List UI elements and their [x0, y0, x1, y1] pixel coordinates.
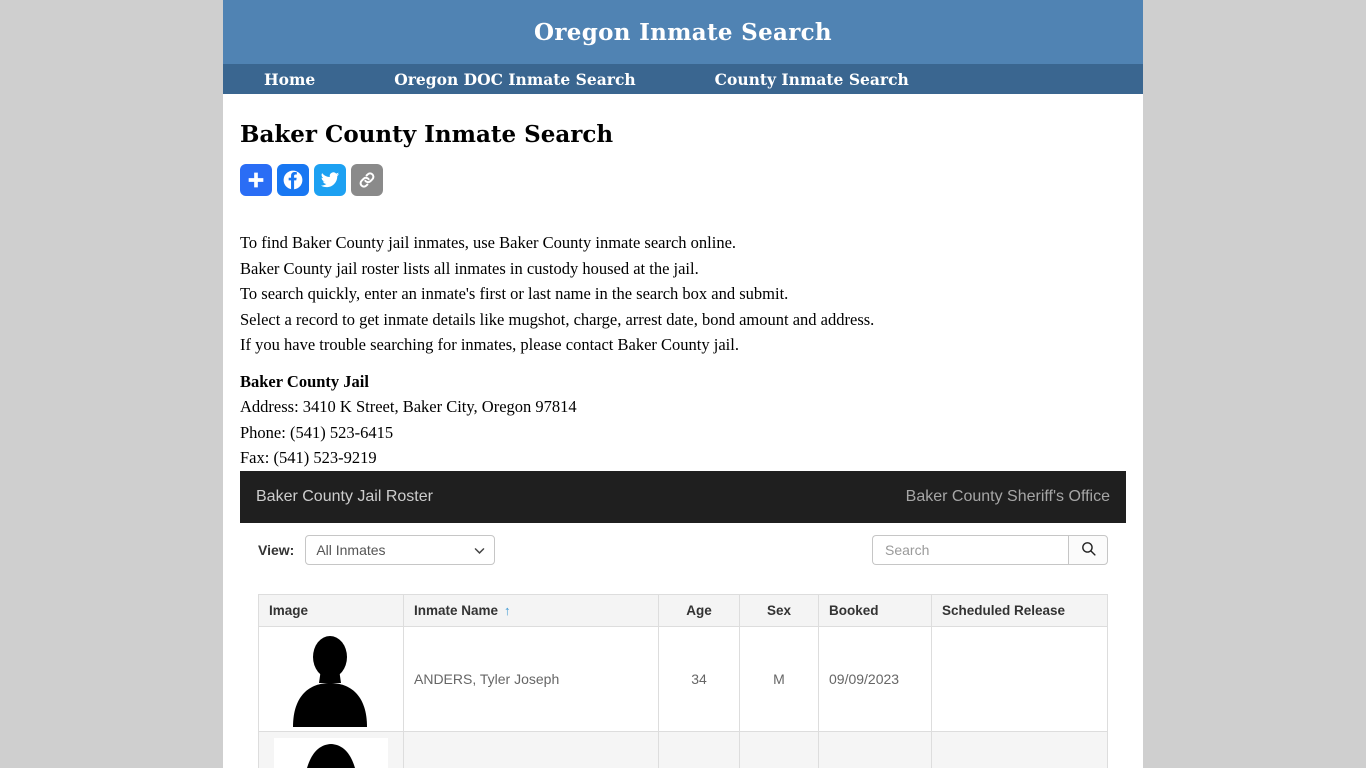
roster-banner-title: Baker County Jail Roster [256, 487, 433, 505]
nav-item-oregon-doc-inmate-search[interactable]: Oregon DOC Inmate Search [394, 69, 636, 89]
inmate-booked-cell [818, 730, 932, 768]
main-content: Baker County Inmate Search [223, 121, 1143, 768]
column-header-age[interactable]: Age [658, 593, 740, 627]
page-title: Baker County Inmate Search [240, 121, 614, 148]
inmate-booked-cell: 09/09/2023 [818, 625, 932, 732]
site-title: Oregon Inmate Search [534, 18, 832, 46]
copy-link-share-button[interactable] [351, 164, 383, 196]
jail-name: Baker County Jail [240, 371, 369, 391]
twitter-bird-icon [320, 170, 340, 190]
main-nav: Home Oregon DOC Inmate Search County Inm… [223, 64, 1143, 94]
intro-line: To search quickly, enter an inmate's fir… [240, 284, 789, 303]
column-header-scheduled-release[interactable]: Scheduled Release [931, 593, 1108, 627]
inmate-scheduled-release-cell [931, 625, 1108, 732]
inmate-silhouette-image [274, 630, 388, 727]
intro-line: Baker County jail roster lists all inmat… [240, 258, 699, 278]
jail-address: Address: 3410 K Street, Baker City, Oreg… [240, 397, 577, 416]
inmate-age-cell [658, 730, 740, 768]
roster-banner: Baker County Jail Roster Baker County Sh… [240, 470, 1126, 523]
intro-line: To find Baker County jail inmates, use B… [240, 233, 737, 252]
jail-phone: Phone: (541) 523-6415 [240, 422, 394, 442]
roster-controls: View: All Inmates [258, 534, 1108, 565]
sort-ascending-icon: ↑ [504, 602, 511, 618]
intro-line: Select a record to get inmate details li… [240, 309, 875, 329]
intro-text: To find Baker County jail inmates, use B… [240, 230, 1126, 358]
search-input[interactable] [872, 534, 1068, 565]
inmate-mugshot-cell [258, 625, 404, 732]
view-select-wrap: All Inmates [305, 534, 496, 565]
jail-fax: Fax: (541) 523-9219 [240, 448, 377, 467]
inmate-row[interactable] [258, 730, 1108, 768]
column-header-booked[interactable]: Booked [818, 593, 932, 627]
inmate-mugshot-cell [258, 730, 404, 768]
facebook-icon [280, 167, 306, 193]
column-header-image[interactable]: Image [258, 593, 404, 627]
nav-item-county-inmate-search[interactable]: County Inmate Search [714, 69, 909, 89]
roster-body: View: All Inmates [240, 534, 1126, 768]
facebook-share-button[interactable] [277, 164, 309, 196]
share-plus-icon [245, 169, 267, 191]
roster-banner-office: Baker County Sheriff's Office [905, 487, 1110, 505]
inmate-name-cell[interactable] [403, 730, 659, 768]
view-filter-group: View: All Inmates [258, 534, 496, 565]
share-button[interactable] [240, 164, 272, 196]
site-header: Oregon Inmate Search [223, 0, 1143, 64]
intro-line: If you have trouble searching for inmate… [240, 335, 739, 354]
page-container: Oregon Inmate Search Home Oregon DOC Inm… [223, 0, 1143, 768]
table-header-row: Image Inmate Name ↑ Age Sex Booked Schedu… [258, 593, 1108, 627]
column-header-inmate-name[interactable]: Inmate Name ↑ [403, 593, 659, 627]
inmate-scheduled-release-cell [931, 730, 1108, 768]
inmate-row[interactable]: ANDERS, Tyler Joseph 34 M 09/09/2023 [258, 625, 1108, 732]
inmate-name-cell[interactable]: ANDERS, Tyler Joseph [403, 625, 659, 732]
inmate-sex-cell [739, 730, 819, 768]
link-chain-icon [357, 170, 377, 190]
view-select[interactable]: All Inmates [305, 534, 496, 565]
jail-contact-info: Baker County Jail Address: 3410 K Street… [240, 369, 1126, 471]
inmate-table: Image Inmate Name ↑ Age Sex Booked Schedu… [258, 593, 1108, 768]
inmate-age-cell: 34 [658, 625, 740, 732]
column-header-sex[interactable]: Sex [739, 593, 819, 627]
search-button[interactable] [1068, 534, 1108, 565]
share-button-row [240, 164, 1126, 196]
search-icon [1080, 540, 1097, 560]
view-label: View: [258, 541, 295, 558]
inmate-sex-cell: M [739, 625, 819, 732]
search-group [872, 534, 1108, 565]
twitter-share-button[interactable] [314, 164, 346, 196]
nav-item-home[interactable]: Home [264, 69, 316, 89]
inmate-silhouette-image [274, 737, 388, 768]
